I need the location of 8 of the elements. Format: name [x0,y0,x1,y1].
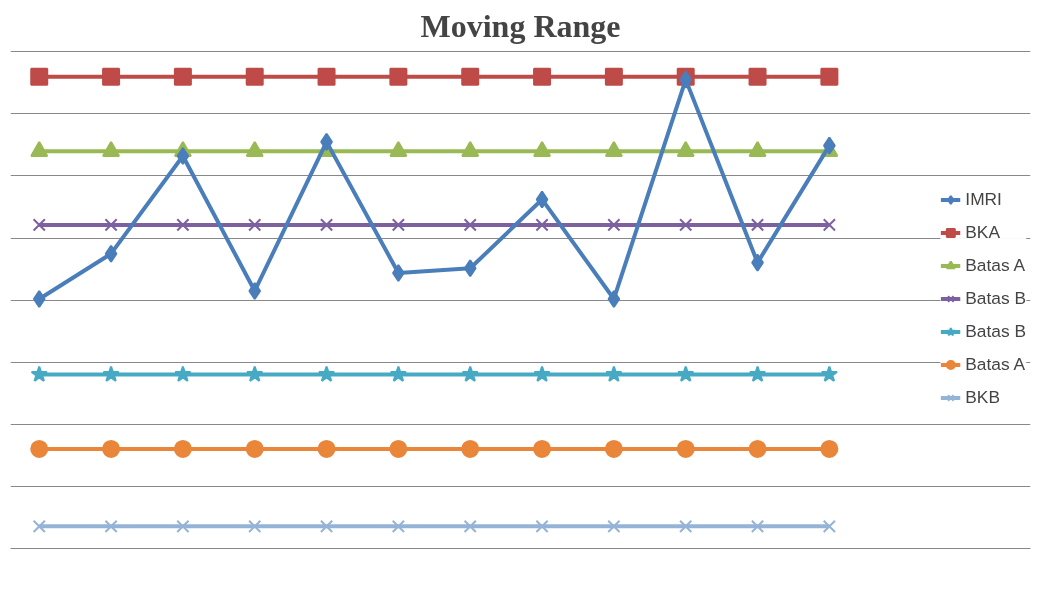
chart-title: Moving Range [420,7,621,44]
legend-label: IMRI [965,188,1002,210]
legend-label: Batas A [965,353,1026,375]
legend-label: BKB [965,386,1000,408]
legend-label: Batas B [965,287,1026,309]
legend-label: BKA [965,221,1000,243]
legend-label: Batas A [965,254,1026,276]
legend-label: Batas B [965,320,1026,342]
